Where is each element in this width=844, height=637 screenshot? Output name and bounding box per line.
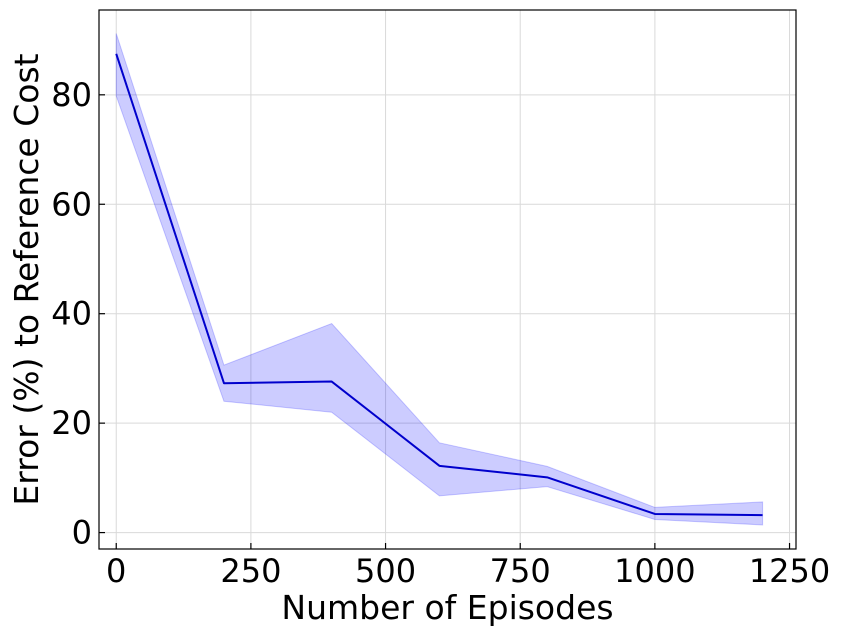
x-tick-label: 1250 — [749, 552, 830, 590]
y-tick-label: 60 — [51, 185, 92, 223]
x-tick-label: 500 — [355, 552, 416, 590]
plot-frame — [98, 9, 797, 550]
x-tick-label: 0 — [106, 552, 126, 590]
y-tick-label: 40 — [51, 295, 92, 333]
confidence-band — [115, 33, 764, 526]
grid-lines — [99, 10, 796, 549]
x-tick-label: 750 — [490, 552, 551, 590]
y-tick-label: 80 — [51, 76, 92, 114]
y-tick-labels: 0 20 40 60 80 — [51, 76, 92, 552]
y-tick-label: 20 — [51, 404, 92, 442]
x-tick-label: 1000 — [614, 552, 695, 590]
x-tick-labels: 0 250 500 750 1000 1250 — [106, 552, 830, 590]
x-tick-label: 250 — [220, 552, 281, 590]
x-axis-label: Number of Episodes — [281, 588, 613, 627]
axis-ticks — [99, 94, 791, 549]
y-axis-label: Error (%) to Reference Cost — [7, 53, 46, 505]
series-line — [115, 53, 763, 517]
y-tick-label: 0 — [72, 514, 92, 552]
